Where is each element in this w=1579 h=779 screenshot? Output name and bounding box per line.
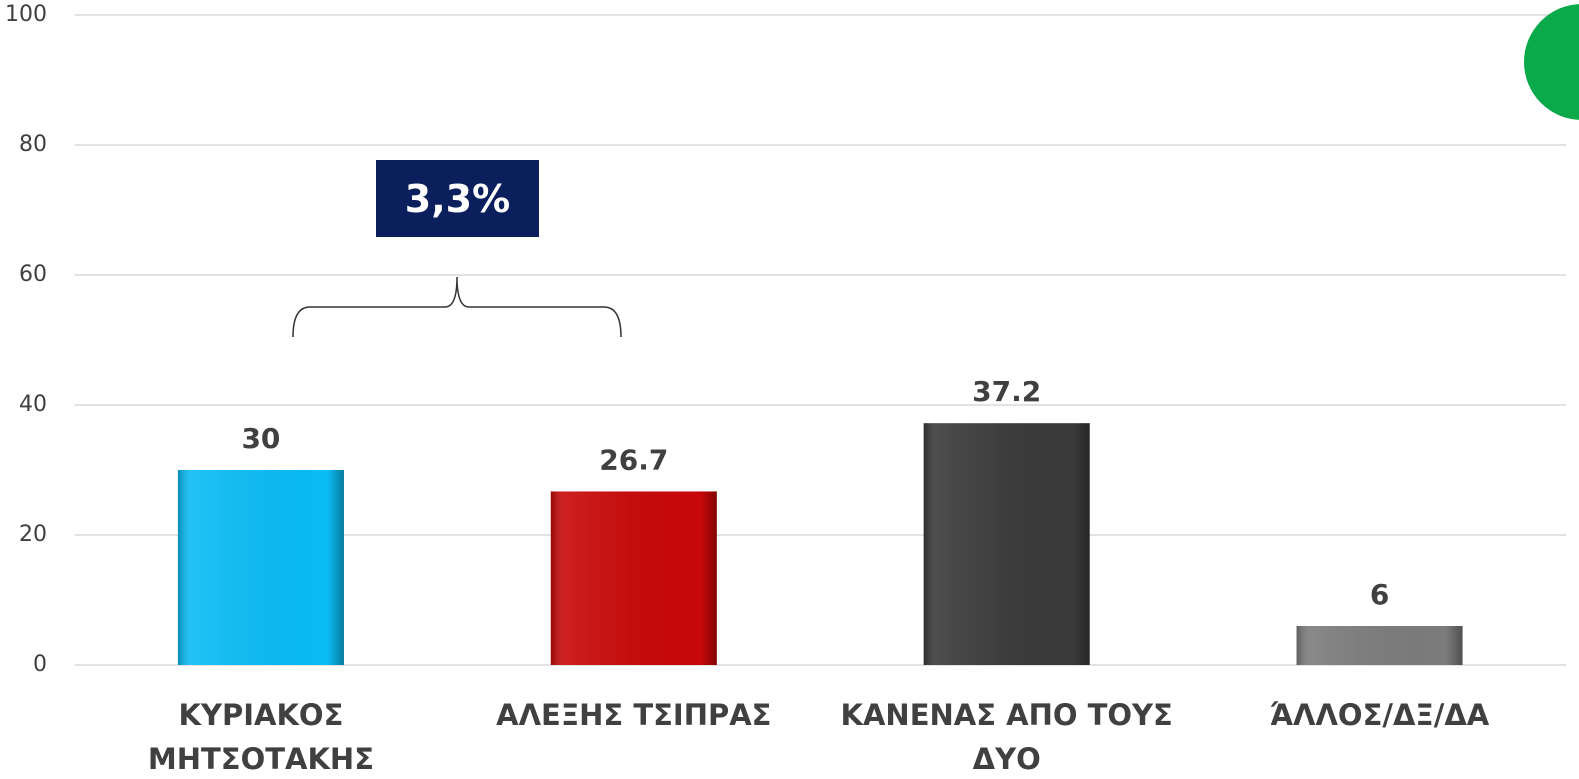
bar-shade: [550, 491, 717, 665]
y-tick-label: 20: [19, 522, 47, 547]
bar-shade: [923, 423, 1090, 665]
brace: [292, 276, 622, 338]
x-tick-label: ΚΑΝΕΝΑΣ ΑΠΟ ΤΟΥΣ ΔΥΟ: [840, 698, 1173, 776]
value-label: 26.7: [599, 443, 668, 476]
value-label: 6: [1370, 578, 1389, 611]
x-tick-label: ΆΛΛΟΣ/ΔΞ/ΔΑ: [1269, 698, 1490, 732]
x-tick-label: ΑΛΕΞΗΣ ΤΣΙΠΡΑΣ: [496, 698, 772, 732]
bar-shade: [177, 470, 344, 665]
y-tick-label: 100: [5, 2, 47, 27]
y-tick-label: 80: [19, 132, 47, 157]
y-tick-label: 0: [33, 652, 47, 677]
value-label: 30: [241, 422, 280, 455]
y-tick-label: 60: [19, 262, 47, 287]
value-label: 37.2: [972, 375, 1041, 408]
annotation: 3,3%: [376, 160, 539, 237]
bar-shade: [1296, 626, 1463, 665]
y-tick-label: 40: [19, 392, 47, 417]
x-tick-label: ΚΥΡΙΑΚΟΣ ΜΗΤΣΟΤΑΚΗΣ: [147, 698, 375, 776]
decoration-circle: [1524, 4, 1579, 120]
